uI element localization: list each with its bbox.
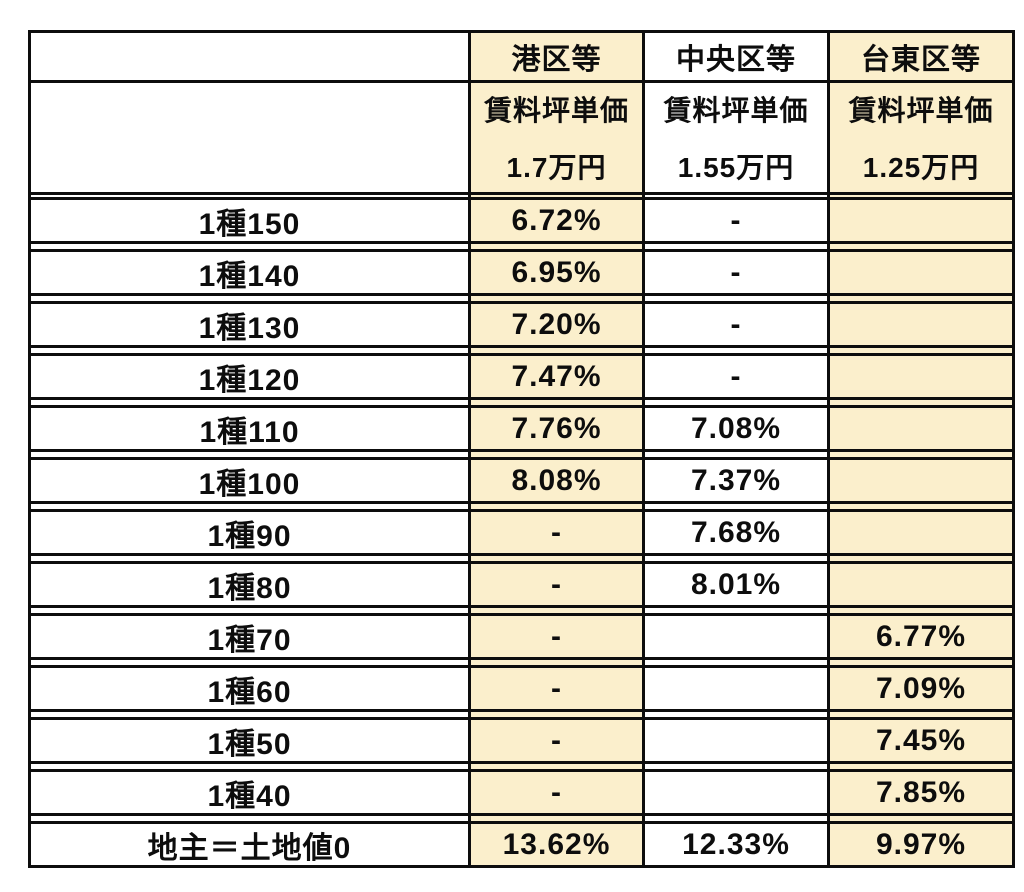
row-label: 1種130 xyxy=(31,301,471,348)
value-cell-minato: 7.76% xyxy=(471,405,645,452)
row-label: 1種100 xyxy=(31,457,471,504)
table-row-1shu40: 1種40 - 7.85% xyxy=(31,769,1012,816)
value-cell-minato: 6.95% xyxy=(471,249,645,296)
row-label: 1種110 xyxy=(31,405,471,452)
spacer-row xyxy=(31,296,1012,301)
value-cell-taito: 7.09% xyxy=(830,665,1012,712)
spacer-row xyxy=(31,195,1012,197)
value-cell-taito: 6.77% xyxy=(830,613,1012,660)
value-cell-taito xyxy=(830,249,1012,296)
table-row-1shu70: 1種70 - 6.77% xyxy=(31,613,1012,660)
table-row-1shu110: 1種110 7.76% 7.08% xyxy=(31,405,1012,452)
value-cell-minato: - xyxy=(471,665,645,712)
value-cell-chuo: 7.08% xyxy=(645,405,830,452)
row-label: 1種70 xyxy=(31,613,471,660)
value-cell-chuo: - xyxy=(645,353,830,400)
row-label: 1種120 xyxy=(31,353,471,400)
table-row-landowner-zero: 地主＝土地値0 13.62% 12.33% 9.97% xyxy=(31,821,1012,865)
table-row-1shu90: 1種90 - 7.68% xyxy=(31,509,1012,556)
value-cell-taito: 7.85% xyxy=(830,769,1012,816)
value-cell-chuo xyxy=(645,613,830,660)
value-cell-chuo xyxy=(645,717,830,764)
table-row-1shu150: 1種150 6.72% - xyxy=(31,197,1012,244)
spacer-row xyxy=(31,712,1012,717)
table-row-1shu50: 1種50 - 7.45% xyxy=(31,717,1012,764)
value-cell-minato: 7.47% xyxy=(471,353,645,400)
table-row-1shu100: 1種100 8.08% 7.37% xyxy=(31,457,1012,504)
value-cell-minato: - xyxy=(471,717,645,764)
value-cell-minato: 13.62% xyxy=(471,821,645,865)
row-label: 地主＝土地値0 xyxy=(31,821,471,865)
row-label: 1種50 xyxy=(31,717,471,764)
value-cell-chuo: - xyxy=(645,249,830,296)
value-cell-taito xyxy=(830,353,1012,400)
value-cell-taito: 9.97% xyxy=(830,821,1012,865)
value-cell-chuo: - xyxy=(645,301,830,348)
spacer-row xyxy=(31,764,1012,769)
header-empty-cell xyxy=(31,83,471,195)
table-row-1shu60: 1種60 - 7.09% xyxy=(31,665,1012,712)
spacer-row xyxy=(31,400,1012,405)
spacer-row xyxy=(31,348,1012,353)
row-label: 1種150 xyxy=(31,197,471,244)
unit-price-cell-minato: 賃料坪単価 1.7万円 xyxy=(471,83,645,195)
table-row-1shu130: 1種130 7.20% - xyxy=(31,301,1012,348)
value-cell-minato: - xyxy=(471,561,645,608)
value-cell-taito xyxy=(830,405,1012,452)
spacer-row xyxy=(31,504,1012,509)
spacer-row xyxy=(31,244,1012,249)
value-cell-chuo xyxy=(645,665,830,712)
value-cell-chuo xyxy=(645,769,830,816)
unit-price-value: 1.25万円 xyxy=(862,152,980,183)
unit-price-value: 1.7万円 xyxy=(506,152,607,183)
value-cell-minato: - xyxy=(471,613,645,660)
value-cell-taito: 7.45% xyxy=(830,717,1012,764)
row-label: 1種40 xyxy=(31,769,471,816)
header-row-unit-price: 賃料坪単価 1.7万円 賃料坪単価 1.55万円 賃料坪単価 1.25万円 xyxy=(31,83,1012,195)
spacer-row xyxy=(31,452,1012,457)
value-cell-taito xyxy=(830,457,1012,504)
header-cell-taito: 台東区等 xyxy=(830,33,1012,83)
row-label: 1種90 xyxy=(31,509,471,556)
header-cell-chuo: 中央区等 xyxy=(645,33,830,83)
header-empty-cell xyxy=(31,33,471,83)
value-cell-minato: - xyxy=(471,769,645,816)
value-cell-minato: 7.20% xyxy=(471,301,645,348)
table-row-1shu80: 1種80 - 8.01% xyxy=(31,561,1012,608)
table-row-1shu140: 1種140 6.95% - xyxy=(31,249,1012,296)
value-cell-minato: - xyxy=(471,509,645,556)
value-cell-taito xyxy=(830,561,1012,608)
unit-price-label: 賃料坪単価 xyxy=(483,95,629,126)
value-cell-taito xyxy=(830,509,1012,556)
value-cell-minato: 8.08% xyxy=(471,457,645,504)
value-cell-chuo: 7.68% xyxy=(645,509,830,556)
row-label: 1種60 xyxy=(31,665,471,712)
value-cell-chuo: 12.33% xyxy=(645,821,830,865)
unit-price-cell-chuo: 賃料坪単価 1.55万円 xyxy=(645,83,830,195)
rent-yield-table: 港区等 中央区等 台東区等 賃料坪単価 1.7万円 賃料坪単価 1.55万円 賃… xyxy=(28,30,1015,868)
unit-price-label: 賃料坪単価 xyxy=(663,95,809,126)
unit-price-label: 賃料坪単価 xyxy=(848,95,994,126)
spacer-row xyxy=(31,556,1012,561)
value-cell-minato: 6.72% xyxy=(471,197,645,244)
spacer-row xyxy=(31,660,1012,665)
header-cell-minato: 港区等 xyxy=(471,33,645,83)
value-cell-chuo: - xyxy=(645,197,830,244)
spacer-row xyxy=(31,816,1012,821)
value-cell-taito xyxy=(830,301,1012,348)
row-label: 1種80 xyxy=(31,561,471,608)
value-cell-chuo: 8.01% xyxy=(645,561,830,608)
unit-price-value: 1.55万円 xyxy=(677,152,795,183)
table-row-1shu120: 1種120 7.47% - xyxy=(31,353,1012,400)
spacer-row xyxy=(31,608,1012,613)
value-cell-taito xyxy=(830,197,1012,244)
unit-price-cell-taito: 賃料坪単価 1.25万円 xyxy=(830,83,1012,195)
row-label: 1種140 xyxy=(31,249,471,296)
header-row-areas: 港区等 中央区等 台東区等 xyxy=(31,33,1012,83)
value-cell-chuo: 7.37% xyxy=(645,457,830,504)
